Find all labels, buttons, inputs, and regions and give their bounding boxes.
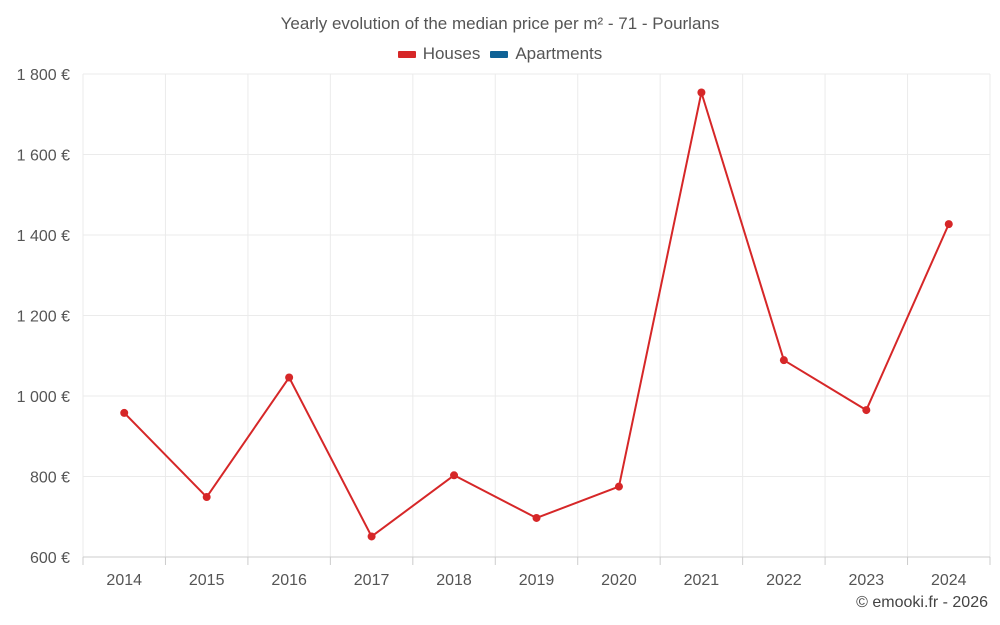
y-tick-label: 1 400 € [17, 228, 70, 245]
y-tick-label: 800 € [30, 470, 70, 487]
x-tick-label: 2023 [849, 572, 885, 589]
data-point-houses [450, 471, 459, 480]
x-tick-label: 2014 [106, 572, 142, 589]
legend-item-apartments[interactable]: Apartments [490, 44, 602, 64]
y-tick-label: 1 600 € [17, 148, 70, 165]
x-tick-label: 2018 [436, 572, 472, 589]
data-point-houses [367, 532, 376, 541]
chart-title: Yearly evolution of the median price per… [280, 14, 720, 33]
data-point-houses [944, 220, 953, 229]
x-tick-label: 2019 [519, 572, 555, 589]
data-point-houses [532, 513, 541, 522]
data-point-houses [614, 482, 623, 491]
y-tick-label: 1 000 € [17, 389, 70, 406]
data-point-houses [779, 356, 788, 365]
data-point-houses [202, 493, 211, 502]
credit-text: © emooki.fr - 2026 [856, 594, 988, 611]
x-tick-label: 2020 [601, 572, 637, 589]
x-tick-label: 2015 [189, 572, 225, 589]
y-tick-label: 1 800 € [17, 67, 70, 84]
data-point-houses [285, 373, 294, 382]
x-tick-label: 2024 [931, 572, 967, 589]
legend-label-houses: Houses [422, 44, 481, 63]
x-tick-label: 2016 [271, 572, 307, 589]
legend-swatch-apartments [490, 50, 509, 58]
legend-swatch-houses [397, 50, 416, 58]
data-point-houses [862, 406, 871, 415]
y-tick-label: 1 200 € [17, 309, 70, 326]
x-tick-label: 2021 [684, 572, 720, 589]
legend-label-apartments: Apartments [515, 44, 603, 63]
x-tick-label: 2017 [354, 572, 390, 589]
y-tick-label: 600 € [30, 550, 70, 567]
data-point-houses [120, 408, 129, 417]
x-tick-label: 2022 [766, 572, 802, 589]
legend-item-houses[interactable]: Houses [397, 44, 481, 64]
legend: Houses Apartments [0, 44, 1000, 64]
data-point-houses [697, 88, 706, 97]
